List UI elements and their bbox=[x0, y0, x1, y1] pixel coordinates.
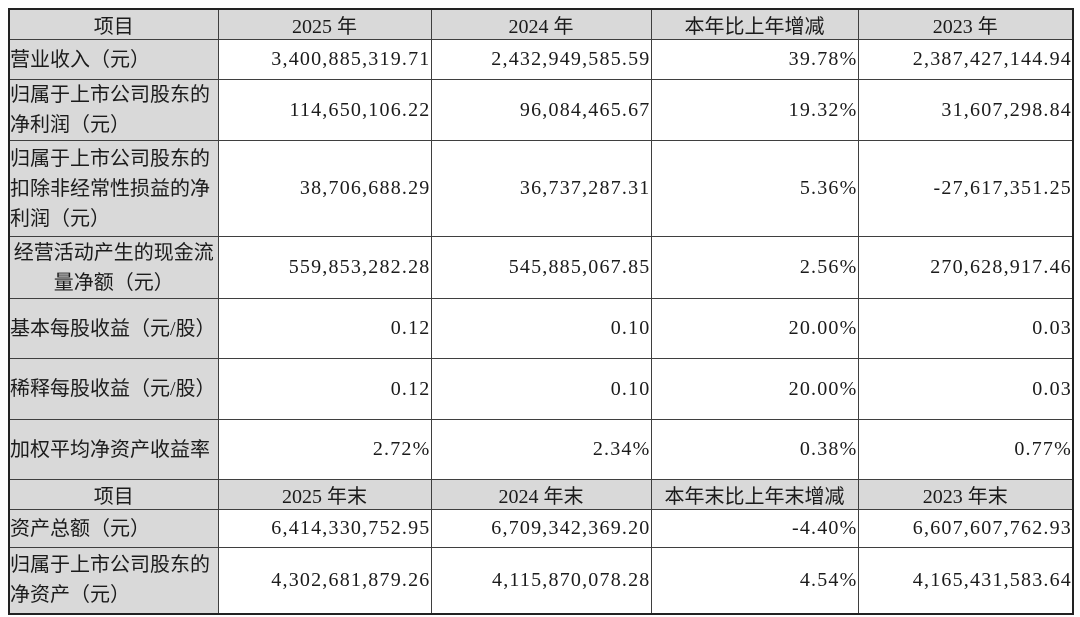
header-cell-2025-end: 2025 年末 bbox=[217, 479, 432, 510]
table-row-operating-cash-flow: 经营活动产生的现金流量净额（元） 559,853,282.28 545,885,… bbox=[8, 236, 1074, 299]
table-row-weighted-avg-roe: 加权平均净资产收益率 2.72% 2.34% 0.38% 0.77% bbox=[8, 419, 1074, 480]
value-2025: 4,302,681,879.26 bbox=[217, 547, 432, 614]
value-change: 5.36% bbox=[650, 140, 859, 237]
row-label: 加权平均净资产收益率 bbox=[8, 419, 219, 480]
row-label: 归属于上市公司股东的扣除非经常性损益的净利润（元） bbox=[8, 140, 219, 237]
value-2024: 36,737,287.31 bbox=[430, 140, 652, 237]
table-row-basic-eps: 基本每股收益（元/股） 0.12 0.10 20.00% 0.03 bbox=[8, 298, 1074, 359]
row-label: 归属于上市公司股东的净利润（元） bbox=[8, 79, 219, 141]
row-label: 经营活动产生的现金流量净额（元） bbox=[8, 236, 219, 299]
header-cell-2025: 2025 年 bbox=[217, 8, 432, 40]
value-2024: 2,432,949,585.59 bbox=[430, 39, 652, 80]
financial-summary-table: 项目 2025 年 2024 年 本年比上年增减 2023 年 营业收入（元） … bbox=[8, 8, 1074, 615]
value-change: 0.38% bbox=[650, 419, 859, 480]
value-2025: 0.12 bbox=[217, 298, 432, 359]
value-2024: 96,084,465.67 bbox=[430, 79, 652, 141]
value-2023: 0.03 bbox=[857, 358, 1074, 420]
header-cell-item: 项目 bbox=[8, 8, 219, 40]
value-2025: 0.12 bbox=[217, 358, 432, 420]
value-2025: 559,853,282.28 bbox=[217, 236, 432, 299]
value-change: 39.78% bbox=[650, 39, 859, 80]
row-label: 稀释每股收益（元/股） bbox=[8, 358, 219, 420]
value-2025: 114,650,106.22 bbox=[217, 79, 432, 141]
value-2023: 0.03 bbox=[857, 298, 1074, 359]
header-cell-2023: 2023 年 bbox=[857, 8, 1074, 40]
table-header-annual: 项目 2025 年 2024 年 本年比上年增减 2023 年 bbox=[8, 8, 1074, 40]
value-2024: 6,709,342,369.20 bbox=[430, 509, 652, 548]
header-cell-2024: 2024 年 bbox=[430, 8, 652, 40]
value-2023: 31,607,298.84 bbox=[857, 79, 1074, 141]
value-2023: 0.77% bbox=[857, 419, 1074, 480]
row-label: 营业收入（元） bbox=[8, 39, 219, 80]
value-2024: 2.34% bbox=[430, 419, 652, 480]
value-change: 20.00% bbox=[650, 358, 859, 420]
value-2023: 4,165,431,583.64 bbox=[857, 547, 1074, 614]
value-change: 20.00% bbox=[650, 298, 859, 359]
header-cell-item: 项目 bbox=[8, 479, 219, 510]
table-row-net-assets: 归属于上市公司股东的净资产（元） 4,302,681,879.26 4,115,… bbox=[8, 547, 1074, 614]
value-2023: 2,387,427,144.94 bbox=[857, 39, 1074, 80]
header-cell-2023-end: 2023 年末 bbox=[857, 479, 1074, 510]
value-2025: 6,414,330,752.95 bbox=[217, 509, 432, 548]
value-2023: 6,607,607,762.93 bbox=[857, 509, 1074, 548]
value-2023: -27,617,351.25 bbox=[857, 140, 1074, 237]
table-row-net-profit: 归属于上市公司股东的净利润（元） 114,650,106.22 96,084,4… bbox=[8, 79, 1074, 141]
value-change: 19.32% bbox=[650, 79, 859, 141]
table-row-total-assets: 资产总额（元） 6,414,330,752.95 6,709,342,369.2… bbox=[8, 509, 1074, 548]
row-label: 归属于上市公司股东的净资产（元） bbox=[8, 547, 219, 614]
header-cell-2024-end: 2024 年末 bbox=[430, 479, 652, 510]
table-row-revenue: 营业收入（元） 3,400,885,319.71 2,432,949,585.5… bbox=[8, 39, 1074, 80]
header-cell-yoy-change: 本年比上年增减 bbox=[650, 8, 859, 40]
table-row-net-profit-excl-nonrecurring: 归属于上市公司股东的扣除非经常性损益的净利润（元） 38,706,688.29 … bbox=[8, 140, 1074, 237]
value-change: -4.40% bbox=[650, 509, 859, 548]
value-2025: 3,400,885,319.71 bbox=[217, 39, 432, 80]
value-change: 2.56% bbox=[650, 236, 859, 299]
table-row-diluted-eps: 稀释每股收益（元/股） 0.12 0.10 20.00% 0.03 bbox=[8, 358, 1074, 420]
value-2024: 4,115,870,078.28 bbox=[430, 547, 652, 614]
value-change: 4.54% bbox=[650, 547, 859, 614]
value-2023: 270,628,917.46 bbox=[857, 236, 1074, 299]
value-2025: 38,706,688.29 bbox=[217, 140, 432, 237]
value-2024: 0.10 bbox=[430, 298, 652, 359]
header-cell-end-change: 本年末比上年末增减 bbox=[650, 479, 859, 510]
value-2024: 0.10 bbox=[430, 358, 652, 420]
row-label: 基本每股收益（元/股） bbox=[8, 298, 219, 359]
value-2024: 545,885,067.85 bbox=[430, 236, 652, 299]
row-label: 资产总额（元） bbox=[8, 509, 219, 548]
table-header-period-end: 项目 2025 年末 2024 年末 本年末比上年末增减 2023 年末 bbox=[8, 479, 1074, 510]
value-2025: 2.72% bbox=[217, 419, 432, 480]
